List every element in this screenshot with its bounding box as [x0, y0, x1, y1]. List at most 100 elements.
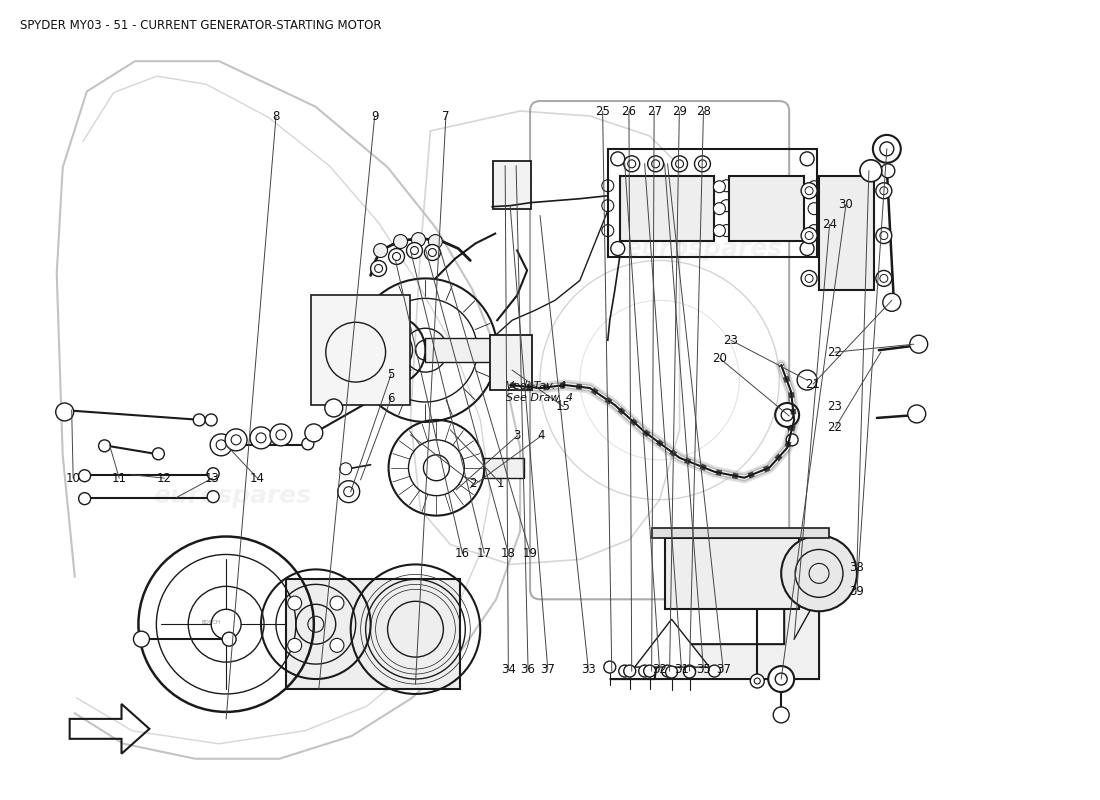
Circle shape — [610, 242, 625, 255]
Text: 4: 4 — [538, 430, 544, 442]
Circle shape — [661, 665, 673, 677]
Text: Vedi Tav. 4
See Draw. 4: Vedi Tav. 4 See Draw. 4 — [506, 382, 573, 403]
Circle shape — [781, 535, 857, 611]
Text: 20: 20 — [713, 352, 727, 365]
Text: 33: 33 — [581, 663, 596, 676]
Circle shape — [672, 156, 688, 172]
Circle shape — [288, 638, 301, 652]
Circle shape — [340, 462, 352, 474]
Bar — [619, 176, 714, 241]
Circle shape — [800, 242, 814, 255]
Circle shape — [776, 403, 799, 427]
Text: eurospares: eurospares — [153, 484, 311, 508]
Circle shape — [801, 182, 817, 198]
Circle shape — [602, 200, 614, 212]
Text: 17: 17 — [476, 546, 492, 559]
Text: 28: 28 — [696, 105, 711, 118]
Text: 37: 37 — [716, 663, 730, 676]
Circle shape — [407, 242, 422, 258]
Circle shape — [305, 424, 322, 442]
Circle shape — [602, 180, 614, 192]
Text: 27: 27 — [647, 105, 661, 118]
Circle shape — [194, 414, 206, 426]
Bar — [286, 579, 460, 689]
Circle shape — [338, 481, 360, 502]
Circle shape — [694, 156, 711, 172]
Bar — [820, 176, 873, 290]
Circle shape — [619, 665, 630, 677]
Circle shape — [908, 405, 926, 423]
Circle shape — [218, 440, 230, 452]
Text: 2: 2 — [470, 478, 477, 490]
Circle shape — [394, 234, 407, 249]
Text: 29: 29 — [672, 105, 686, 118]
Circle shape — [881, 164, 894, 178]
Text: 6: 6 — [387, 392, 395, 405]
Bar — [729, 176, 804, 241]
Text: BOSCH: BOSCH — [201, 620, 220, 626]
Circle shape — [910, 335, 927, 353]
Circle shape — [720, 200, 733, 212]
Text: 15: 15 — [556, 400, 571, 413]
Circle shape — [210, 434, 232, 456]
Circle shape — [207, 490, 219, 502]
Text: 26: 26 — [621, 105, 637, 118]
Circle shape — [720, 225, 733, 237]
Polygon shape — [635, 619, 710, 667]
Circle shape — [153, 448, 164, 460]
Text: 3: 3 — [514, 430, 520, 442]
Bar — [491, 335, 532, 390]
Text: 25: 25 — [595, 105, 610, 118]
Text: 12: 12 — [156, 472, 172, 485]
Circle shape — [226, 429, 248, 451]
Circle shape — [78, 470, 90, 482]
Text: 7: 7 — [442, 110, 450, 123]
Circle shape — [207, 468, 219, 480]
Circle shape — [133, 631, 150, 647]
Circle shape — [371, 261, 386, 277]
Circle shape — [374, 243, 387, 258]
Circle shape — [425, 245, 440, 261]
Text: 34: 34 — [500, 663, 516, 676]
Bar — [493, 161, 531, 209]
Text: 23: 23 — [724, 334, 738, 346]
Text: 11: 11 — [112, 472, 126, 485]
Circle shape — [808, 181, 821, 193]
Circle shape — [99, 440, 110, 452]
Text: 13: 13 — [205, 472, 220, 485]
Circle shape — [644, 665, 656, 677]
Text: 36: 36 — [520, 663, 536, 676]
Circle shape — [330, 638, 344, 652]
Circle shape — [639, 665, 650, 677]
Circle shape — [720, 180, 733, 192]
Circle shape — [808, 225, 821, 237]
Circle shape — [411, 233, 426, 246]
Text: 39: 39 — [849, 585, 865, 598]
Bar — [311, 295, 410, 405]
Circle shape — [324, 399, 343, 417]
Text: 22: 22 — [827, 422, 843, 434]
Text: 18: 18 — [500, 546, 516, 559]
Circle shape — [714, 181, 725, 193]
Text: 16: 16 — [454, 546, 470, 559]
Circle shape — [604, 661, 616, 673]
Circle shape — [800, 152, 814, 166]
Circle shape — [708, 665, 720, 677]
Text: 5: 5 — [387, 368, 395, 381]
Circle shape — [602, 225, 614, 237]
Circle shape — [388, 249, 405, 265]
Circle shape — [624, 156, 640, 172]
Circle shape — [610, 152, 625, 166]
Text: SPYDER MY03 - 51 - CURRENT GENERATOR-STARTING MOTOR: SPYDER MY03 - 51 - CURRENT GENERATOR-STA… — [20, 19, 382, 32]
Text: eurospares: eurospares — [625, 237, 782, 261]
Circle shape — [648, 156, 663, 172]
Circle shape — [301, 438, 314, 450]
Circle shape — [666, 666, 678, 678]
Circle shape — [56, 403, 74, 421]
Text: 24: 24 — [822, 218, 837, 231]
Polygon shape — [609, 539, 820, 679]
Circle shape — [873, 135, 901, 163]
Bar — [608, 149, 817, 257]
Circle shape — [801, 270, 817, 286]
Bar — [664, 538, 799, 610]
